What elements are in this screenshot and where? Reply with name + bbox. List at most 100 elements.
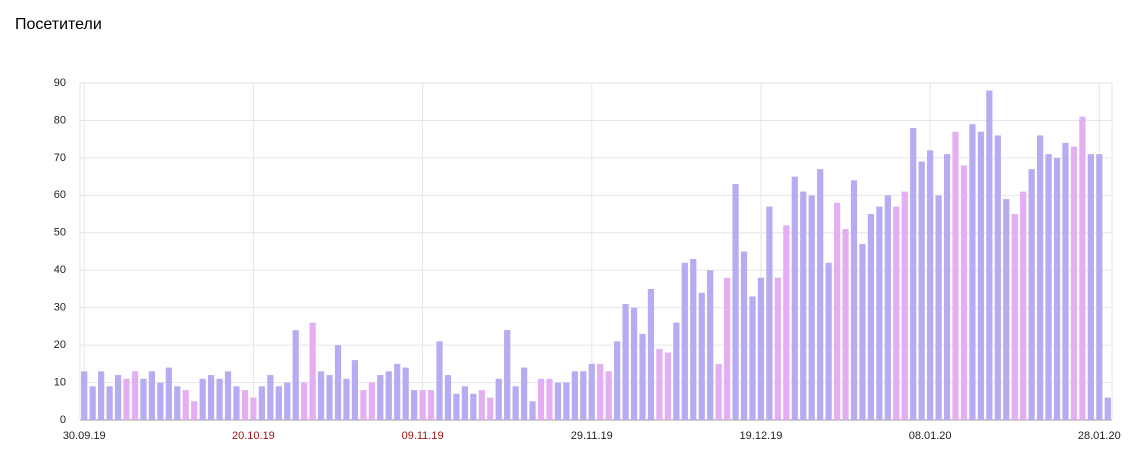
x-tick-label: 28.01.20 xyxy=(1078,430,1121,442)
bar xyxy=(394,363,401,420)
bar xyxy=(791,176,798,420)
bar xyxy=(1053,157,1061,420)
bar xyxy=(605,371,612,420)
bar xyxy=(309,322,316,420)
bar xyxy=(673,322,680,420)
bar xyxy=(935,195,942,420)
bar xyxy=(216,378,223,420)
y-tick-label: 80 xyxy=(54,114,66,126)
y-tick-label: 90 xyxy=(54,77,66,89)
bar xyxy=(317,371,325,420)
y-tick-label: 40 xyxy=(54,264,66,276)
bar xyxy=(377,375,384,420)
bar xyxy=(1020,191,1027,420)
bar xyxy=(876,206,883,420)
bar xyxy=(571,371,578,420)
bar xyxy=(783,225,790,420)
bar xyxy=(267,375,274,420)
bar xyxy=(901,191,908,420)
bar xyxy=(774,277,781,420)
bar xyxy=(664,352,672,420)
bar xyxy=(952,131,959,420)
bar xyxy=(81,371,88,420)
bar xyxy=(588,363,595,420)
bar xyxy=(1036,135,1044,420)
bar xyxy=(749,296,756,420)
bar xyxy=(1079,116,1086,420)
bar xyxy=(351,360,359,420)
bar xyxy=(275,386,282,420)
bar xyxy=(943,154,951,420)
bar xyxy=(470,393,477,420)
bar xyxy=(622,303,629,420)
bar xyxy=(224,371,232,420)
bar xyxy=(326,375,333,420)
bar xyxy=(199,378,206,420)
bar xyxy=(681,262,688,420)
x-tick-label: 09.11.19 xyxy=(402,430,444,442)
x-tick-label: 30.09.19 xyxy=(63,430,106,442)
bar xyxy=(732,184,739,420)
bar xyxy=(766,206,773,420)
bar xyxy=(334,345,342,420)
bar xyxy=(715,363,722,420)
bar xyxy=(817,169,824,420)
bar xyxy=(960,165,968,420)
bar xyxy=(368,382,375,420)
bar xyxy=(833,202,841,420)
bar xyxy=(893,206,900,420)
x-tick-label: 20.10.19 xyxy=(232,430,275,442)
bar xyxy=(478,390,485,420)
bar xyxy=(554,382,562,420)
bar xyxy=(825,262,832,420)
bar xyxy=(182,390,189,420)
bar xyxy=(258,386,265,420)
bar xyxy=(98,371,105,420)
bar xyxy=(1028,169,1035,420)
bar xyxy=(241,390,249,420)
bar xyxy=(1096,154,1103,420)
bar xyxy=(698,292,705,420)
bar xyxy=(427,390,435,420)
bar xyxy=(994,135,1001,420)
y-tick-label: 30 xyxy=(54,302,66,314)
x-tick-label: 08.01.20 xyxy=(909,430,952,442)
bar xyxy=(512,386,519,420)
bar xyxy=(123,378,130,420)
bar xyxy=(444,375,452,420)
bar xyxy=(597,363,604,420)
bar xyxy=(986,90,993,420)
y-tick-label: 70 xyxy=(54,152,66,164)
bar xyxy=(520,367,528,420)
bar xyxy=(301,382,308,420)
bar xyxy=(647,288,655,420)
bar xyxy=(292,330,299,420)
bar xyxy=(487,397,494,420)
y-tick-label: 60 xyxy=(54,189,66,201)
bar xyxy=(360,390,367,420)
bar xyxy=(157,382,164,420)
bar xyxy=(546,378,553,420)
x-tick-label: 29.11.19 xyxy=(571,430,613,442)
bar xyxy=(1003,199,1010,420)
bar xyxy=(656,348,663,420)
bar xyxy=(867,214,875,420)
bar xyxy=(495,378,502,420)
bar xyxy=(969,124,976,420)
bar xyxy=(1062,142,1069,420)
bar xyxy=(250,397,257,420)
bar xyxy=(131,371,139,420)
bar xyxy=(884,195,891,420)
bar xyxy=(89,386,96,420)
bar xyxy=(639,333,646,420)
bar xyxy=(453,393,460,420)
bar xyxy=(140,378,147,420)
bar xyxy=(690,258,697,420)
bar xyxy=(191,401,198,420)
bar xyxy=(411,390,418,420)
chart-title: Посетители xyxy=(15,16,102,33)
bar xyxy=(504,330,511,420)
bar xyxy=(580,371,587,420)
bar xyxy=(165,367,172,420)
